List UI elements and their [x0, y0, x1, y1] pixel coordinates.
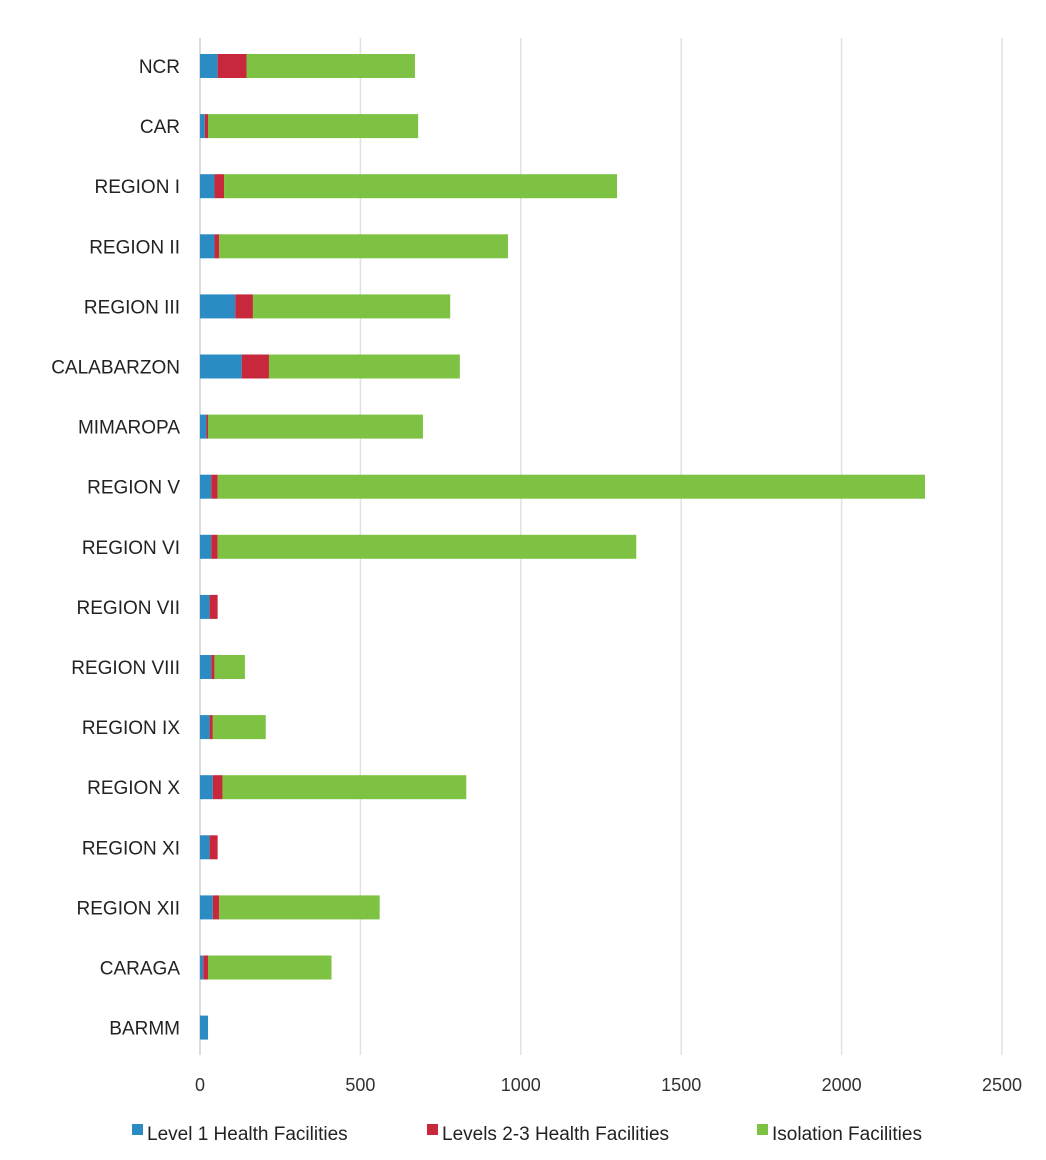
bar-calabarzon-series-2 — [241, 354, 269, 379]
bar-region-xii-series-3 — [219, 895, 380, 920]
category-label: REGION VII — [77, 598, 180, 619]
bar-car-series-3 — [208, 114, 419, 139]
category-label: MIMAROPA — [78, 418, 180, 439]
category-label: CARAGA — [100, 959, 181, 980]
bar-mimaropa-series-1 — [200, 414, 207, 439]
legend-swatch — [132, 1124, 143, 1135]
bar-region-viii-series-1 — [200, 655, 212, 679]
legend-label: Level 1 Health Facilities — [147, 1124, 348, 1145]
bar-region-x-series-1 — [200, 775, 213, 800]
legend: Level 1 Health Facilities Levels 2-3 Heal… — [132, 1124, 922, 1145]
bar-region-viii-series-2 — [211, 655, 215, 679]
category-label: REGION V — [87, 478, 180, 499]
bar-car-series-1 — [200, 114, 205, 139]
bar-region-xii-series-1 — [200, 895, 213, 920]
category-label: CAR — [140, 117, 180, 138]
category-label: REGION III — [84, 297, 180, 318]
bar-region-iii-series-1 — [200, 294, 236, 319]
legend-swatch — [757, 1124, 768, 1135]
bar-region-ii-series-1 — [200, 234, 215, 259]
bar-region-v-series-2 — [211, 474, 218, 499]
legend-label: Isolation Facilities — [772, 1124, 922, 1145]
bar-barmm-series-1 — [200, 1015, 209, 1040]
category-label: REGION XI — [82, 838, 180, 859]
bar-region-i-series-3 — [224, 174, 618, 199]
bar-region-vi-series-1 — [200, 534, 212, 559]
bar-region-viii-series-3 — [214, 655, 245, 679]
x-tick-label: 1500 — [661, 1075, 701, 1095]
bar-caraga-series-2 — [203, 955, 209, 980]
category-label: REGION II — [89, 237, 180, 258]
bar-region-ii-series-2 — [214, 234, 220, 259]
category-label: REGION X — [87, 778, 180, 799]
bar-region-ii-series-3 — [219, 234, 508, 259]
bar-region-vi-series-2 — [211, 534, 218, 559]
legend-swatch — [427, 1124, 438, 1135]
x-tick-labels: 0 500 1000 1500 2000 2500 — [195, 1075, 1022, 1095]
bar-calabarzon-series-1 — [200, 354, 242, 379]
bar-region-i-series-2 — [214, 174, 225, 199]
bar-region-i-series-1 — [200, 174, 215, 199]
bar-region-x-series-2 — [212, 775, 223, 800]
bar-region-xi-series-2 — [209, 835, 218, 860]
bar-ncr-series-1 — [200, 54, 218, 78]
x-tick-label: 1000 — [501, 1075, 541, 1095]
bar-car-series-2 — [204, 114, 209, 139]
x-tick-label: 2000 — [822, 1075, 862, 1095]
category-label: REGION XII — [77, 898, 180, 919]
bar-region-vii-series-1 — [200, 594, 210, 619]
bar-region-iii-series-3 — [252, 294, 451, 319]
bar-region-vii-series-2 — [209, 594, 218, 619]
bar-ncr-series-3 — [246, 54, 415, 78]
category-label: REGION I — [94, 177, 180, 198]
x-tick-label: 0 — [195, 1075, 205, 1095]
bar-caraga-series-1 — [200, 955, 204, 980]
category-label: NCR — [139, 57, 180, 78]
bar-region-x-series-3 — [222, 775, 467, 800]
category-labels: NCR CAR REGION I REGION II REGION III CALABAR… — [51, 57, 180, 1040]
category-label: REGION VI — [82, 538, 180, 559]
bar-region-ix-series-1 — [200, 715, 210, 740]
bar-caraga-series-3 — [208, 955, 332, 980]
bar-ncr-series-2 — [217, 54, 247, 78]
bar-region-xii-series-2 — [212, 895, 220, 920]
bar-calabarzon-series-3 — [268, 354, 460, 379]
category-label: CALABARZON — [51, 358, 180, 379]
legend-label: Levels 2-3 Health Facilities — [442, 1124, 669, 1145]
x-tick-label: 2500 — [982, 1075, 1022, 1095]
bar-mimaropa-series-3 — [208, 414, 423, 439]
category-label: REGION VIII — [71, 658, 180, 679]
bar-region-v-series-3 — [217, 474, 926, 499]
bar-region-iii-series-2 — [235, 294, 253, 319]
bar-mimaropa-series-2 — [206, 414, 209, 439]
bars — [200, 54, 926, 1040]
category-label: REGION IX — [82, 718, 181, 739]
bar-region-ix-series-3 — [212, 715, 266, 740]
bar-region-ix-series-2 — [209, 715, 213, 740]
x-tick-label: 500 — [345, 1075, 375, 1095]
bar-region-xi-series-1 — [200, 835, 210, 860]
bar-region-vi-series-3 — [217, 534, 637, 559]
bar-region-v-series-1 — [200, 474, 212, 499]
category-label: BARMM — [109, 1019, 180, 1040]
